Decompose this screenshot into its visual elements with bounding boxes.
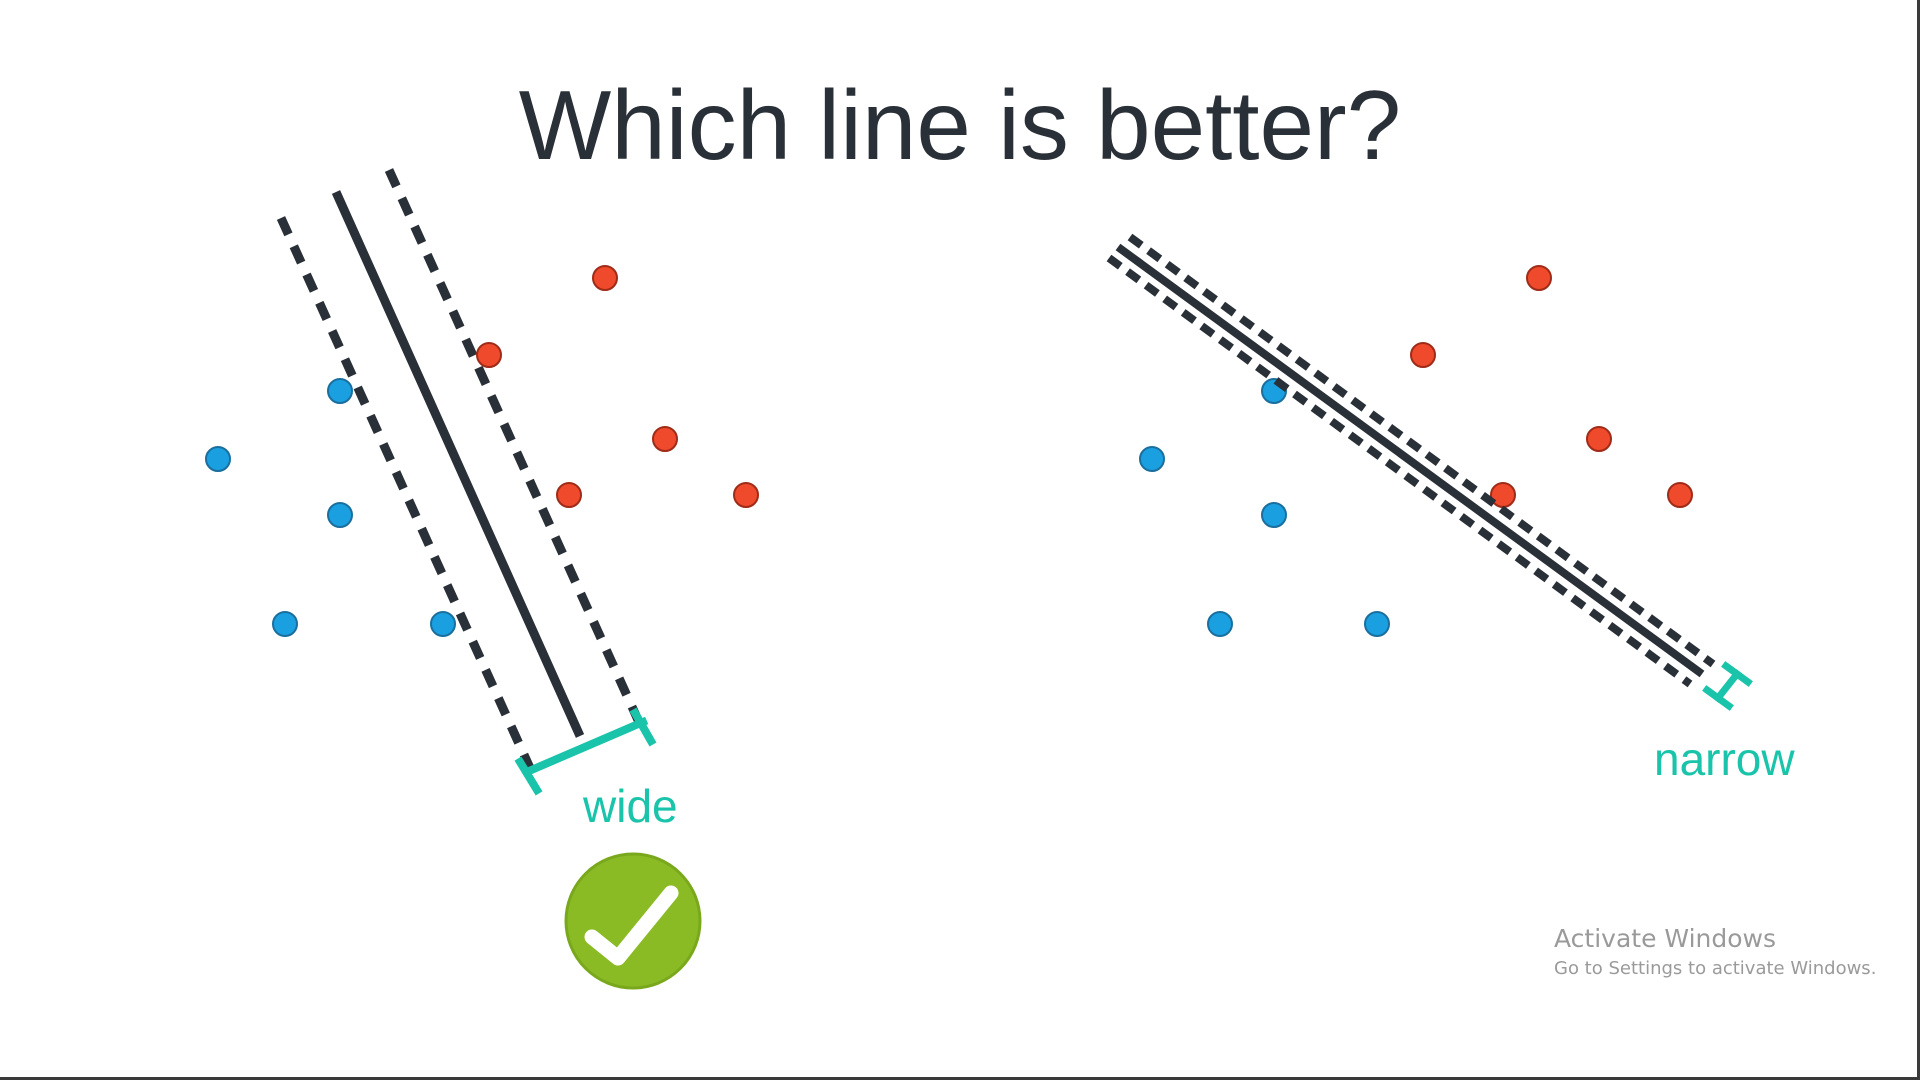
red-point	[652, 426, 678, 452]
red-point	[592, 265, 618, 291]
blue-point	[272, 611, 298, 637]
red-point	[733, 482, 759, 508]
blue-point	[327, 378, 353, 404]
red-point	[476, 342, 502, 368]
left-panel: wide	[205, 168, 759, 990]
left-margin-line-2	[384, 168, 643, 722]
wide-margin-bracket	[514, 707, 657, 796]
slide-title: Which line is better?	[518, 70, 1402, 180]
red-point	[1490, 482, 1516, 508]
wide-label: wide	[582, 780, 678, 832]
red-point	[1667, 482, 1693, 508]
blue-point	[430, 611, 456, 637]
red-point	[1410, 342, 1436, 368]
blue-point	[1364, 611, 1390, 637]
right-edge-bar	[1917, 0, 1920, 1080]
narrow-label: narrow	[1654, 733, 1795, 785]
blue-point	[1207, 611, 1233, 637]
blue-point	[1139, 446, 1165, 472]
right-panel: narrow	[1106, 233, 1795, 785]
checkmark-icon	[564, 852, 702, 990]
red-point	[1526, 265, 1552, 291]
left-separator-line	[331, 190, 585, 738]
watermark-title: Activate Windows	[1554, 924, 1776, 953]
bottom-edge-bar	[0, 1077, 1920, 1080]
red-point	[1586, 426, 1612, 452]
blue-point	[1261, 502, 1287, 528]
right-separator-line	[1115, 243, 1705, 678]
blue-point	[205, 446, 231, 472]
right-margin-line-2	[1106, 254, 1693, 688]
left-margin-line-1	[276, 216, 535, 770]
activate-windows-watermark: Activate Windows Go to Settings to activ…	[1554, 922, 1876, 982]
watermark-subtitle: Go to Settings to activate Windows.	[1554, 958, 1877, 979]
red-point	[556, 482, 582, 508]
blue-point	[327, 502, 353, 528]
right-margin-line-1	[1127, 233, 1716, 668]
narrow-margin-bracket	[1702, 661, 1753, 711]
